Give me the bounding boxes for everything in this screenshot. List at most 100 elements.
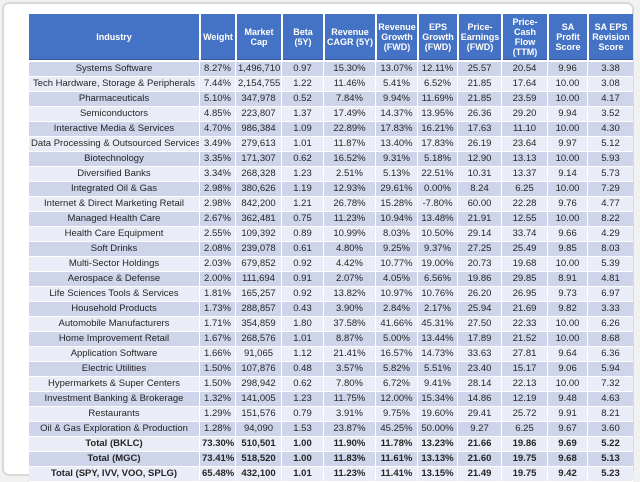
value-cell: 20.73 xyxy=(457,257,501,272)
value-cell: 10.00 xyxy=(547,257,587,272)
value-cell: 21.49 xyxy=(457,467,501,482)
value-cell: 2.17% xyxy=(417,302,457,317)
value-cell: 7.29 xyxy=(587,182,633,197)
value-cell: 4.77 xyxy=(587,197,633,212)
value-cell: 17.89 xyxy=(457,332,501,347)
value-cell: 21.91 xyxy=(457,212,501,227)
table-row: Oil & Gas Exploration & Production 1.28% 9… xyxy=(29,422,633,437)
table-row: Investment Banking & Brokerage 1.32% 141,0… xyxy=(29,392,633,407)
value-cell: 109,392 xyxy=(235,227,281,242)
column-header-1: Weight xyxy=(199,14,235,62)
value-cell: 5.10% xyxy=(199,92,235,107)
value-cell: 4.30 xyxy=(587,122,633,137)
value-cell: 5.13% xyxy=(375,167,417,182)
value-cell: 9.31% xyxy=(375,152,417,167)
value-cell: 1,496,710 xyxy=(235,62,281,77)
value-cell: 1.66% xyxy=(199,347,235,362)
value-cell: 27.81 xyxy=(501,347,547,362)
value-cell: 432,100 xyxy=(235,467,281,482)
value-cell: 65.48% xyxy=(199,467,235,482)
table-row: Health Care Equipment 2.55% 109,392 0.89 10.… xyxy=(29,227,633,242)
value-cell: 15.30% xyxy=(323,62,375,77)
industry-name-cell: Investment Banking & Brokerage xyxy=(29,392,199,407)
value-cell: 1.32% xyxy=(199,392,235,407)
value-cell: 13.37 xyxy=(501,167,547,182)
value-cell: 6.56% xyxy=(417,272,457,287)
industry-name-cell: Tech Hardware, Storage & Peripherals xyxy=(29,77,199,92)
value-cell: 11.10 xyxy=(501,122,547,137)
value-cell: 347,978 xyxy=(235,92,281,107)
value-cell: 33.74 xyxy=(501,227,547,242)
value-cell: 4.42% xyxy=(323,257,375,272)
value-cell: 9.97 xyxy=(547,137,587,152)
value-cell: 9.94% xyxy=(375,92,417,107)
value-cell: 1.50% xyxy=(199,362,235,377)
value-cell: 2.51% xyxy=(323,167,375,182)
value-cell: 5.94 xyxy=(587,362,633,377)
value-cell: 10.00 xyxy=(547,317,587,332)
industry-name-cell: Restaurants xyxy=(29,407,199,422)
value-cell: 19.60% xyxy=(417,407,457,422)
value-cell: 50.00% xyxy=(417,422,457,437)
industry-metrics-table: Industry Weight Market Cap Beta (5Y) Revenue… xyxy=(29,14,633,482)
value-cell: 10.00 xyxy=(547,92,587,107)
table-row: Multi-Sector Holdings 2.03% 679,852 0.92 4.4… xyxy=(29,257,633,272)
value-cell: 1.01 xyxy=(281,137,323,152)
value-cell: 107,876 xyxy=(235,362,281,377)
value-cell: 4.05% xyxy=(375,272,417,287)
value-cell: 8.21 xyxy=(587,407,633,422)
value-cell: 23.64 xyxy=(501,137,547,152)
value-cell: 2.98% xyxy=(199,182,235,197)
value-cell: 5.41% xyxy=(375,77,417,92)
value-cell: 17.63 xyxy=(457,122,501,137)
value-cell: 29.61% xyxy=(375,182,417,197)
value-cell: 17.83% xyxy=(417,137,457,152)
value-cell: 15.28% xyxy=(375,197,417,212)
column-header-10: SA EPS Revision Score xyxy=(587,14,633,62)
value-cell: 10.00 xyxy=(547,332,587,347)
value-cell: 1.23 xyxy=(281,392,323,407)
value-cell: 29.14 xyxy=(457,227,501,242)
value-cell: 17.49% xyxy=(323,107,375,122)
value-cell: 2.03% xyxy=(199,257,235,272)
value-cell: 10.94% xyxy=(375,212,417,227)
value-cell: 2.08% xyxy=(199,242,235,257)
value-cell: 151,576 xyxy=(235,407,281,422)
value-cell: 1.19 xyxy=(281,182,323,197)
value-cell: 4.63 xyxy=(587,392,633,407)
column-header-8: Price-Cash Flow (TTM) xyxy=(501,14,547,62)
value-cell: 29.85 xyxy=(501,272,547,287)
value-cell: 11.41% xyxy=(375,467,417,482)
value-cell: 1.67% xyxy=(199,332,235,347)
value-cell: 354,859 xyxy=(235,317,281,332)
value-cell: 2.07% xyxy=(323,272,375,287)
value-cell: 73.41% xyxy=(199,452,235,467)
value-cell: 13.13% xyxy=(417,452,457,467)
table-row: Integrated Oil & Gas 2.98% 380,626 1.19 12.9… xyxy=(29,182,633,197)
industry-name-cell: Application Software xyxy=(29,347,199,362)
value-cell: 171,307 xyxy=(235,152,281,167)
value-cell: 22.89% xyxy=(323,122,375,137)
value-cell: 9.82 xyxy=(547,302,587,317)
value-cell: 1.09 xyxy=(281,122,323,137)
value-cell: 0.43 xyxy=(281,302,323,317)
value-cell: 9.66 xyxy=(547,227,587,242)
value-cell: 1.81% xyxy=(199,287,235,302)
value-cell: 22.33 xyxy=(501,317,547,332)
value-cell: 9.14 xyxy=(547,167,587,182)
value-cell: 2.98% xyxy=(199,197,235,212)
value-cell: 0.61 xyxy=(281,242,323,257)
industry-name-cell: Interactive Media & Services xyxy=(29,122,199,137)
value-cell: 8.87% xyxy=(323,332,375,347)
total-label-cell: Total (MGC) xyxy=(29,452,199,467)
industry-name-cell: Soft Drinks xyxy=(29,242,199,257)
table-row: Soft Drinks 2.08% 239,078 0.61 4.80% 9.25% 9.3… xyxy=(29,242,633,257)
industry-name-cell: Multi-Sector Holdings xyxy=(29,257,199,272)
value-cell: 11.87% xyxy=(323,137,375,152)
value-cell: 20.54 xyxy=(501,62,547,77)
value-cell: 0.79 xyxy=(281,407,323,422)
column-header-2: Market Cap xyxy=(235,14,281,62)
value-cell: 2,154,755 xyxy=(235,77,281,92)
table-row: Pharmaceuticals 5.10% 347,978 0.52 7.84% 9.94… xyxy=(29,92,633,107)
value-cell: 8.22 xyxy=(587,212,633,227)
